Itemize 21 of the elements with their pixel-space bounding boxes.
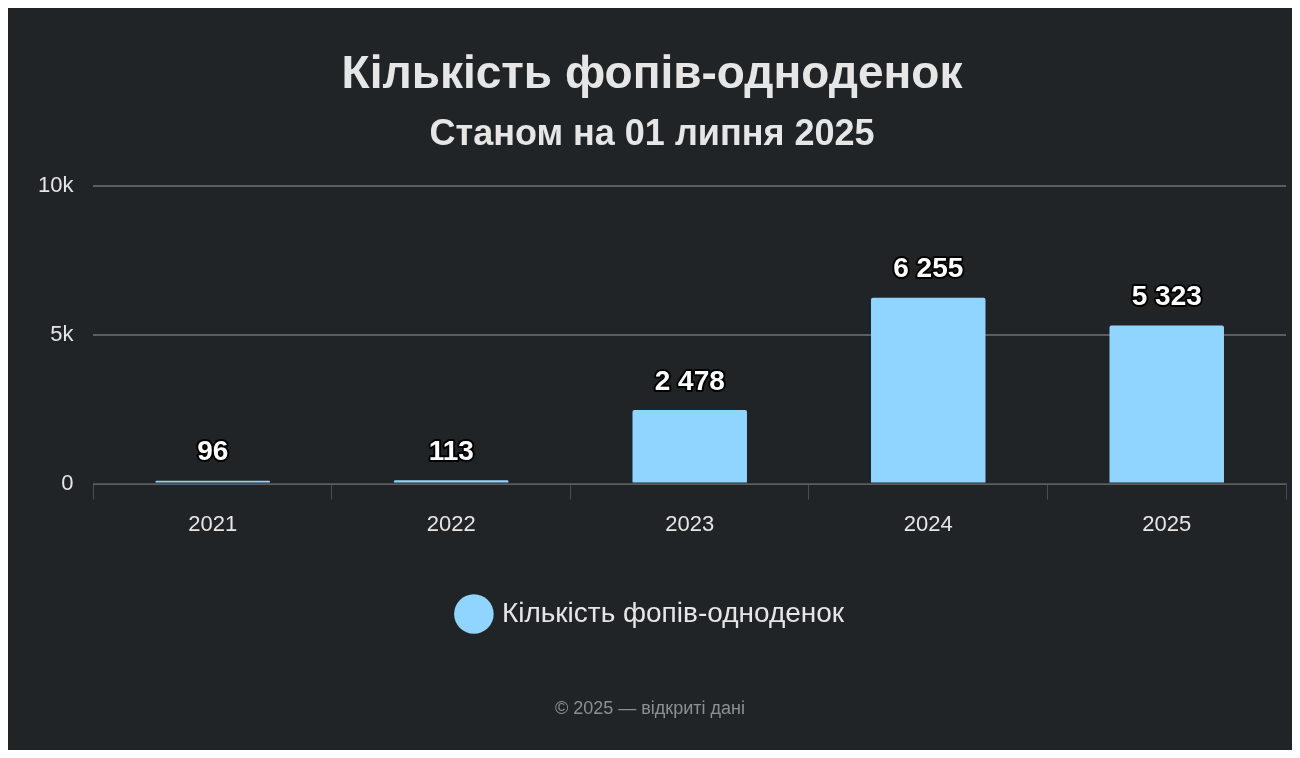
y-tick-label: 5k (50, 321, 75, 347)
bar (632, 409, 747, 483)
y-tick-label: 10k (37, 172, 75, 198)
bar (393, 480, 509, 483)
text: 2 478 (654, 364, 725, 396)
text: 113 (428, 434, 474, 466)
legend-label: Кількість фопів-одноденок (501, 596, 845, 628)
x-tick-label: 2024 (903, 510, 953, 536)
x-tick-label: 2023 (665, 510, 715, 536)
bar (1109, 325, 1224, 483)
y-tick-label: 0 (61, 469, 74, 495)
bar (871, 297, 986, 483)
text: 5 323 (1131, 280, 1202, 312)
x-tick-label: 2025 (1142, 510, 1192, 536)
chart-subtitle: Станом на 01 липня 2025 (429, 111, 875, 153)
text: 96 (197, 435, 229, 467)
x-tick-label: 2021 (188, 510, 238, 536)
text: © 2025 — відкриті дані (554, 697, 746, 719)
chart-title: Кількість фопів-одноденок (341, 46, 964, 99)
text: 6 255 (893, 252, 964, 284)
x-tick-label: 2022 (426, 510, 476, 536)
